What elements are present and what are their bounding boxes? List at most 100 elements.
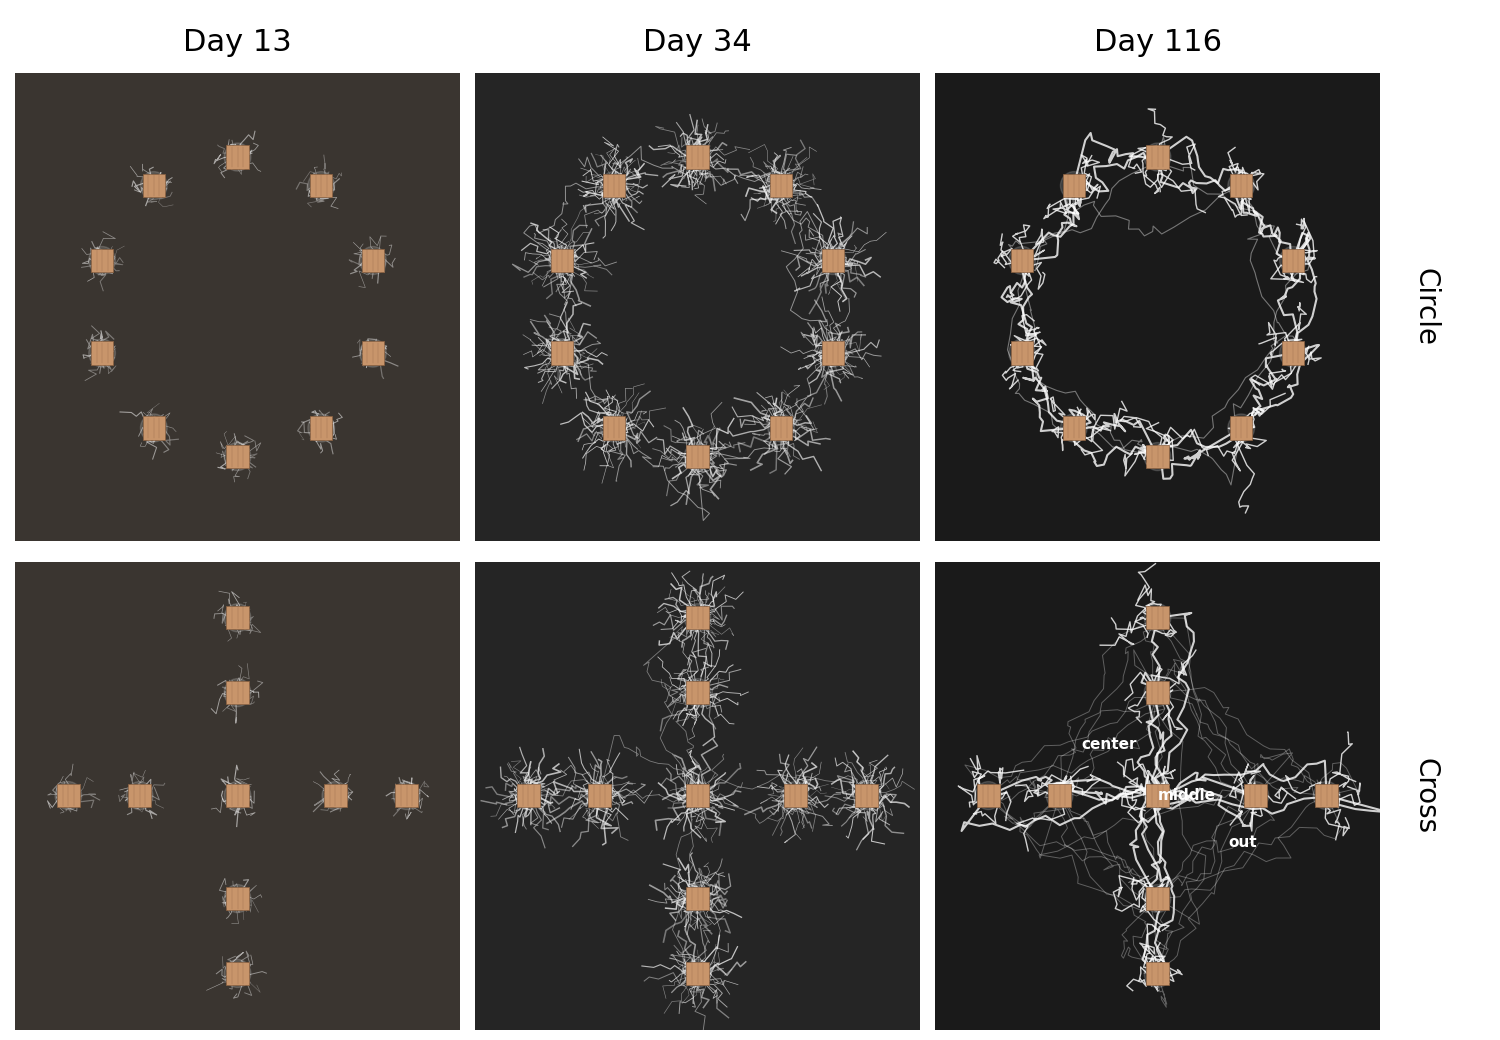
Circle shape — [1280, 339, 1306, 367]
Circle shape — [768, 414, 795, 442]
Bar — [226, 606, 249, 629]
Circle shape — [393, 782, 420, 809]
Text: center: center — [1082, 736, 1137, 752]
Bar — [855, 784, 877, 807]
Bar — [1011, 341, 1034, 365]
Bar — [1048, 784, 1071, 807]
Bar — [142, 416, 165, 440]
Bar — [1146, 445, 1168, 468]
Circle shape — [549, 246, 576, 275]
Circle shape — [322, 782, 350, 809]
Bar — [687, 784, 708, 807]
Bar — [603, 416, 625, 440]
Circle shape — [224, 603, 251, 631]
Bar — [770, 416, 792, 440]
Circle shape — [819, 246, 846, 275]
Text: Circle: Circle — [1412, 268, 1438, 345]
Circle shape — [549, 339, 576, 367]
Circle shape — [88, 246, 116, 275]
Bar — [226, 445, 249, 468]
Circle shape — [1008, 339, 1035, 367]
Bar — [1316, 784, 1338, 807]
Circle shape — [1228, 414, 1254, 442]
Circle shape — [360, 339, 387, 367]
Circle shape — [88, 339, 116, 367]
Bar — [1146, 887, 1168, 910]
Circle shape — [1144, 679, 1172, 707]
Text: Day 34: Day 34 — [644, 28, 752, 57]
Circle shape — [1144, 443, 1172, 470]
Circle shape — [1060, 414, 1088, 442]
Text: out: out — [1228, 835, 1257, 850]
Bar — [687, 606, 708, 629]
Bar — [1245, 784, 1266, 807]
Bar — [550, 249, 573, 272]
Text: Day 116: Day 116 — [1094, 28, 1221, 57]
Bar — [92, 341, 112, 365]
Bar — [1146, 146, 1168, 168]
Bar — [226, 784, 249, 807]
Circle shape — [684, 884, 711, 913]
Bar — [1062, 174, 1084, 198]
Bar — [226, 887, 249, 910]
Circle shape — [1144, 142, 1172, 171]
Bar — [310, 174, 333, 198]
Circle shape — [819, 339, 846, 367]
Circle shape — [224, 679, 251, 707]
Circle shape — [224, 782, 251, 809]
Bar — [226, 962, 249, 985]
Text: middle: middle — [1158, 788, 1215, 803]
Circle shape — [1008, 246, 1035, 275]
Circle shape — [684, 443, 711, 470]
Bar — [1146, 784, 1168, 807]
Bar — [92, 249, 112, 272]
Bar — [396, 784, 417, 807]
Bar — [362, 249, 384, 272]
Circle shape — [853, 782, 880, 809]
Circle shape — [1060, 172, 1088, 200]
Circle shape — [600, 414, 627, 442]
Circle shape — [684, 782, 711, 809]
Bar — [1282, 249, 1304, 272]
Circle shape — [1280, 246, 1306, 275]
Circle shape — [1314, 782, 1340, 809]
Bar — [1230, 174, 1252, 198]
Circle shape — [224, 443, 251, 470]
Bar — [518, 784, 540, 807]
Circle shape — [684, 603, 711, 631]
Circle shape — [1228, 172, 1254, 200]
Bar — [687, 681, 708, 704]
Bar — [550, 341, 573, 365]
Circle shape — [141, 172, 166, 200]
Bar — [142, 174, 165, 198]
Circle shape — [308, 414, 334, 442]
Bar — [1146, 606, 1168, 629]
Bar — [226, 146, 249, 168]
Bar — [822, 249, 844, 272]
Circle shape — [975, 782, 1002, 809]
Bar — [362, 341, 384, 365]
Circle shape — [1047, 782, 1072, 809]
Bar — [784, 784, 807, 807]
Circle shape — [126, 782, 153, 809]
Circle shape — [224, 142, 251, 171]
Circle shape — [360, 246, 387, 275]
Circle shape — [1144, 603, 1172, 631]
Bar — [1011, 249, 1034, 272]
Circle shape — [1242, 782, 1269, 809]
Bar — [822, 341, 844, 365]
Circle shape — [308, 172, 334, 200]
Bar — [603, 174, 625, 198]
Circle shape — [684, 959, 711, 988]
Circle shape — [684, 679, 711, 707]
Circle shape — [224, 884, 251, 913]
Bar — [588, 784, 610, 807]
Bar — [1230, 416, 1252, 440]
Text: Cross: Cross — [1412, 757, 1438, 834]
Circle shape — [514, 782, 541, 809]
Bar — [324, 784, 346, 807]
Bar — [687, 445, 708, 468]
Circle shape — [224, 959, 251, 988]
Circle shape — [1144, 959, 1172, 988]
Bar — [310, 416, 333, 440]
